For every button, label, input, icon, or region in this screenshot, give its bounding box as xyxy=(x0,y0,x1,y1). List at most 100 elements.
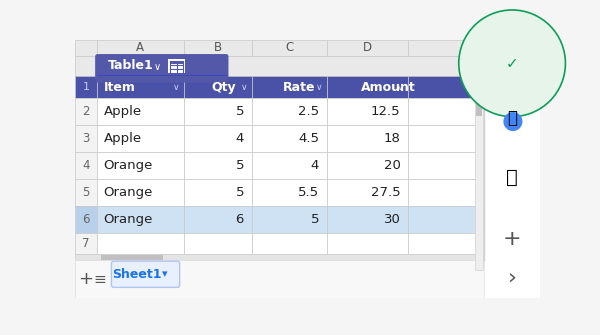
Bar xyxy=(97,179,184,206)
Bar xyxy=(252,179,327,206)
Text: 5.5: 5.5 xyxy=(298,186,319,199)
Bar xyxy=(97,152,184,179)
Text: 3: 3 xyxy=(82,132,89,145)
Bar xyxy=(408,98,484,125)
Text: 1: 1 xyxy=(82,82,89,92)
Text: B: B xyxy=(214,42,221,54)
Text: Orange: Orange xyxy=(104,186,153,199)
Bar xyxy=(97,73,227,79)
Text: Qty: Qty xyxy=(211,81,236,94)
Bar xyxy=(408,152,484,179)
Text: 12.5: 12.5 xyxy=(371,105,401,118)
Bar xyxy=(75,179,97,206)
Text: 4: 4 xyxy=(311,159,319,172)
Bar xyxy=(75,40,97,56)
Bar xyxy=(327,40,408,56)
Bar xyxy=(75,254,484,260)
Text: ▾: ▾ xyxy=(162,269,168,279)
Bar xyxy=(168,59,185,73)
Bar xyxy=(184,76,252,98)
Text: 📍: 📍 xyxy=(506,168,518,187)
Bar xyxy=(97,40,184,56)
FancyBboxPatch shape xyxy=(95,54,229,82)
Bar xyxy=(101,255,163,260)
Text: ›: › xyxy=(508,267,517,287)
Text: 7: 7 xyxy=(82,237,89,250)
Bar xyxy=(252,40,327,56)
Text: 18: 18 xyxy=(383,132,401,145)
Text: D: D xyxy=(363,42,372,54)
Text: Orange: Orange xyxy=(104,159,153,172)
Text: ∨: ∨ xyxy=(172,83,179,92)
Bar xyxy=(75,56,484,76)
Bar xyxy=(408,40,484,56)
Bar xyxy=(75,98,97,125)
Bar xyxy=(97,76,184,98)
Text: +: + xyxy=(79,270,94,288)
Bar xyxy=(252,233,327,254)
Bar xyxy=(170,61,183,64)
Text: 2.5: 2.5 xyxy=(298,105,319,118)
Text: 5: 5 xyxy=(235,105,244,118)
Bar xyxy=(184,206,252,233)
Text: 👤: 👤 xyxy=(507,109,517,127)
Bar xyxy=(184,152,252,179)
Text: 20: 20 xyxy=(383,159,401,172)
Text: 6: 6 xyxy=(82,213,89,226)
Bar xyxy=(97,233,184,254)
Bar xyxy=(184,98,252,125)
Bar xyxy=(75,206,97,233)
Text: 4: 4 xyxy=(236,132,244,145)
Bar xyxy=(475,76,482,270)
Text: 6: 6 xyxy=(236,213,244,226)
Text: 4: 4 xyxy=(82,159,89,172)
Text: ●: ● xyxy=(501,109,523,133)
Text: 27.5: 27.5 xyxy=(371,186,401,199)
Text: Amount: Amount xyxy=(361,81,416,94)
Bar xyxy=(327,179,408,206)
Text: Orange: Orange xyxy=(104,213,153,226)
Text: Item: Item xyxy=(104,81,136,94)
Bar xyxy=(184,179,252,206)
Bar xyxy=(184,125,252,152)
Bar xyxy=(327,152,408,179)
Bar xyxy=(97,98,184,125)
Bar xyxy=(252,206,327,233)
Bar xyxy=(75,152,97,179)
Text: ✓: ✓ xyxy=(506,56,518,71)
Bar xyxy=(252,98,327,125)
Text: ∨: ∨ xyxy=(154,62,161,72)
Bar xyxy=(97,125,184,152)
Text: 2: 2 xyxy=(82,105,89,118)
FancyBboxPatch shape xyxy=(112,261,179,287)
Text: ≡: ≡ xyxy=(94,272,106,287)
Text: +: + xyxy=(503,229,521,249)
Bar xyxy=(97,75,227,76)
Bar xyxy=(408,76,484,98)
Text: Apple: Apple xyxy=(104,132,142,145)
Bar xyxy=(327,233,408,254)
Bar xyxy=(97,206,184,233)
Bar xyxy=(184,233,252,254)
Text: ∨: ∨ xyxy=(397,83,404,92)
Text: Sheet1: Sheet1 xyxy=(112,268,162,281)
Bar xyxy=(484,40,540,298)
Text: 5: 5 xyxy=(235,159,244,172)
Bar xyxy=(75,76,97,98)
Text: 5: 5 xyxy=(235,186,244,199)
Text: ∨: ∨ xyxy=(316,83,322,92)
Text: ∨: ∨ xyxy=(241,83,247,92)
Bar xyxy=(408,233,484,254)
Bar xyxy=(327,125,408,152)
Text: 30: 30 xyxy=(383,213,401,226)
Bar xyxy=(327,76,408,98)
Text: 5: 5 xyxy=(311,213,319,226)
Text: C: C xyxy=(285,42,293,54)
Bar xyxy=(408,206,484,233)
Bar xyxy=(408,179,484,206)
Bar xyxy=(476,78,482,117)
Text: 4.5: 4.5 xyxy=(298,132,319,145)
Bar xyxy=(408,125,484,152)
Bar xyxy=(252,125,327,152)
Bar xyxy=(252,76,327,98)
